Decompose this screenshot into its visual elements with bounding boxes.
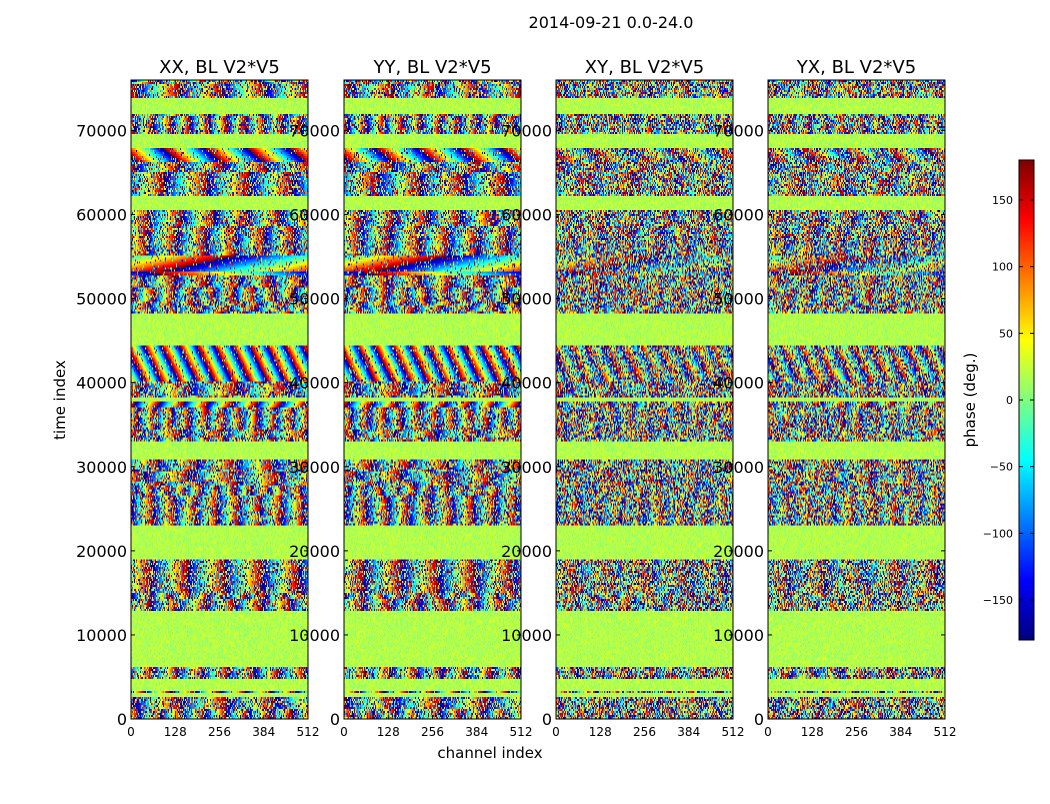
y-tick-label: 0 xyxy=(542,710,552,729)
x-tick-label: 128 xyxy=(164,725,187,739)
y-tick-label: 20000 xyxy=(713,542,764,561)
y-tick-label: 30000 xyxy=(289,458,340,477)
x-tick-label: 256 xyxy=(208,725,231,739)
panel-xy: XY, BL V2*V5 0 128 256 384 512 0 10000 20000 3000… xyxy=(501,57,744,739)
x-tick-label: 0 xyxy=(552,725,560,739)
panel-xx: XX, BL V2*V5 0 128 256 384 512 0 10000 20000 3000… xyxy=(76,57,319,739)
colorbar-tick-label: 0 xyxy=(1006,394,1013,407)
y-axis-label: time index xyxy=(51,360,69,440)
x-tick-label: 512 xyxy=(297,725,320,739)
panel-yy: YY, BL V2*V5 0 128 256 384 512 0 10000 20000 3000… xyxy=(289,57,532,739)
y-tick-label: 10000 xyxy=(501,626,552,645)
x-tick-label: 384 xyxy=(677,725,700,739)
y-tick-label: 20000 xyxy=(76,542,127,561)
y-tick-label: 60000 xyxy=(76,206,127,225)
x-tick-label: 512 xyxy=(510,725,533,739)
y-tick-label: 70000 xyxy=(76,121,127,140)
y-tick-label: 0 xyxy=(330,710,340,729)
x-axis-label: channel index xyxy=(437,744,542,762)
panel-yx: YX, BL V2*V5 0 128 256 384 512 0 10000 20000 3000… xyxy=(713,57,956,739)
colorbar-tick-label: 150 xyxy=(992,194,1013,207)
y-tick-label: 30000 xyxy=(501,458,552,477)
y-tick-label: 70000 xyxy=(289,121,340,140)
x-tick-label: 512 xyxy=(722,725,745,739)
heatmap-image xyxy=(768,80,945,719)
x-tick-label: 0 xyxy=(340,725,348,739)
y-tick-label: 10000 xyxy=(289,626,340,645)
panel-title: XY, BL V2*V5 xyxy=(585,57,704,78)
y-tick-label: 40000 xyxy=(76,374,127,393)
panel-title: XX, BL V2*V5 xyxy=(159,57,280,78)
heatmap-image xyxy=(344,80,521,719)
panel-title: YX, BL V2*V5 xyxy=(796,57,916,78)
heatmap-image xyxy=(131,80,308,719)
y-tick-label: 30000 xyxy=(713,458,764,477)
y-tick-label: 60000 xyxy=(289,206,340,225)
y-tick-label: 10000 xyxy=(713,626,764,645)
y-tick-label: 70000 xyxy=(713,121,764,140)
y-tick-label: 10000 xyxy=(76,626,127,645)
x-tick-label: 128 xyxy=(801,725,824,739)
x-tick-label: 128 xyxy=(377,725,400,739)
y-tick-label: 50000 xyxy=(713,290,764,309)
x-tick-label: 384 xyxy=(252,725,275,739)
panels-group: XX, BL V2*V5 0 128 256 384 512 0 10000 20000 3000… xyxy=(76,57,956,739)
colorbar-label: phase (deg.) xyxy=(961,353,979,448)
colorbar-tick-label: 50 xyxy=(999,327,1013,340)
heatmap-image xyxy=(556,80,733,719)
y-tick-label: 20000 xyxy=(501,542,552,561)
x-tick-label: 0 xyxy=(127,725,135,739)
figure-suptitle: 2014-09-21 0.0-24.0 xyxy=(529,13,694,32)
colorbar-tick-label: −150 xyxy=(983,594,1013,607)
colorbar-tick-label: −100 xyxy=(983,527,1013,540)
y-tick-label: 50000 xyxy=(501,290,552,309)
x-tick-label: 384 xyxy=(889,725,912,739)
y-tick-label: 60000 xyxy=(501,206,552,225)
y-tick-label: 40000 xyxy=(713,374,764,393)
y-tick-label: 60000 xyxy=(713,206,764,225)
x-tick-label: 512 xyxy=(934,725,957,739)
x-tick-label: 384 xyxy=(465,725,488,739)
colorbar: 150 100 50 0 −50 −100 −150 xyxy=(983,159,1035,641)
y-tick-label: 40000 xyxy=(501,374,552,393)
y-tick-label: 50000 xyxy=(289,290,340,309)
colorbar-tick-label: −50 xyxy=(990,461,1013,474)
x-tick-label: 128 xyxy=(589,725,612,739)
y-tick-label: 20000 xyxy=(289,542,340,561)
colorbar-tick-label: 100 xyxy=(992,261,1013,274)
y-tick-label: 0 xyxy=(754,710,764,729)
x-tick-label: 256 xyxy=(633,725,656,739)
x-tick-label: 256 xyxy=(845,725,868,739)
y-tick-label: 50000 xyxy=(76,290,127,309)
x-tick-label: 0 xyxy=(764,725,772,739)
x-tick-label: 256 xyxy=(421,725,444,739)
panel-title: YY, BL V2*V5 xyxy=(372,57,491,78)
y-tick-label: 40000 xyxy=(289,374,340,393)
y-tick-label: 70000 xyxy=(501,121,552,140)
y-tick-label: 30000 xyxy=(76,458,127,477)
y-tick-label: 0 xyxy=(117,710,127,729)
